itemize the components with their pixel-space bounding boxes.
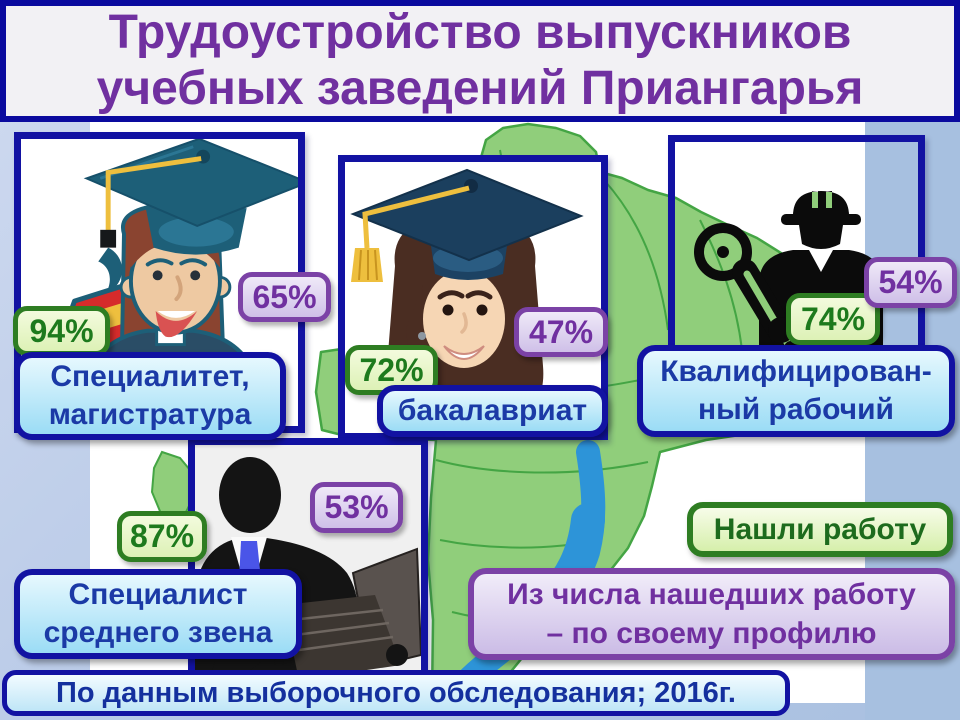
legend-by-profile-line: – по своему профилю: [546, 617, 877, 650]
by-profile-badge-specialitet: 65%: [238, 272, 331, 322]
footer-source-note: По данным выборочного обследования; 2016…: [2, 670, 790, 716]
card-label-line: Квалифицирован-: [660, 354, 932, 388]
title-line-2: учебных заведений Приангарья: [96, 62, 864, 115]
found-work-badge-specialitet: 94%: [13, 306, 110, 356]
card-label-line: ный рабочий: [698, 393, 894, 426]
title-line-1: Трудоустройство выпускников: [108, 6, 852, 60]
card-label-line: Специалитет,: [50, 359, 250, 393]
card-label-specialist: Специалист среднего звена: [14, 569, 302, 659]
card-label-specialitet: Специалитет, магистратура: [14, 352, 286, 440]
legend-found-work: Нашли работу: [687, 502, 953, 557]
card-label-line: бакалавриат: [397, 393, 588, 427]
card-label-line: Специалист: [68, 577, 248, 611]
card-label-worker: Квалифицирован- ный рабочий: [637, 345, 955, 437]
found-work-badge-specialist: 87%: [117, 511, 207, 562]
title-banner: Трудоустройство выпускников учебных заве…: [0, 0, 960, 122]
by-profile-badge-specialist: 53%: [310, 482, 403, 533]
by-profile-badge-worker: 54%: [864, 257, 957, 308]
card-label-bakalavriat: бакалавриат: [377, 385, 608, 437]
card-label-line: среднего звена: [43, 616, 273, 649]
legend-by-profile: Из числа нашедших работу – по своему про…: [468, 568, 955, 660]
by-profile-badge-bakalavriat: 47%: [514, 307, 608, 357]
legend-by-profile-line: Из числа нашедших работу: [507, 578, 916, 611]
card-specialist: [188, 438, 428, 701]
found-work-badge-worker: 74%: [786, 293, 880, 345]
card-label-line: магистратура: [48, 398, 252, 431]
